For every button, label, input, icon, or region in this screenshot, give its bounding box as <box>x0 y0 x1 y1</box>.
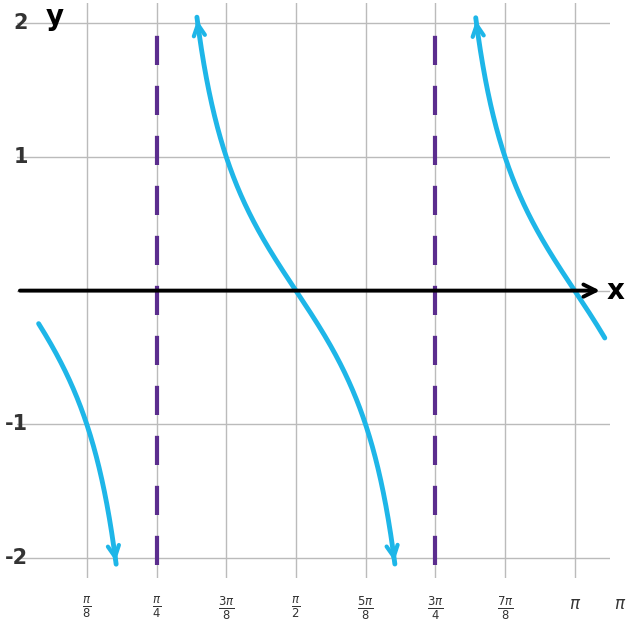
Text: $\frac{5\pi}{8}$: $\frac{5\pi}{8}$ <box>357 595 374 622</box>
Text: $\pi$: $\pi$ <box>568 595 581 613</box>
Text: x: x <box>606 277 624 305</box>
Text: $\frac{\pi}{2}$: $\frac{\pi}{2}$ <box>291 595 301 620</box>
Text: $\pi$: $\pi$ <box>614 595 626 613</box>
Text: 1: 1 <box>13 147 28 167</box>
Text: $\frac{\pi}{4}$: $\frac{\pi}{4}$ <box>152 595 161 620</box>
Text: $\frac{3\pi}{8}$: $\frac{3\pi}{8}$ <box>218 595 234 622</box>
Text: -2: -2 <box>4 549 28 569</box>
Text: 2: 2 <box>13 13 28 33</box>
Text: -1: -1 <box>4 414 28 435</box>
Text: $\frac{7\pi}{8}$: $\frac{7\pi}{8}$ <box>497 595 513 622</box>
Text: y: y <box>46 2 63 30</box>
Text: $\frac{3\pi}{4}$: $\frac{3\pi}{4}$ <box>427 595 443 622</box>
Text: $\frac{\pi}{8}$: $\frac{\pi}{8}$ <box>82 595 92 620</box>
